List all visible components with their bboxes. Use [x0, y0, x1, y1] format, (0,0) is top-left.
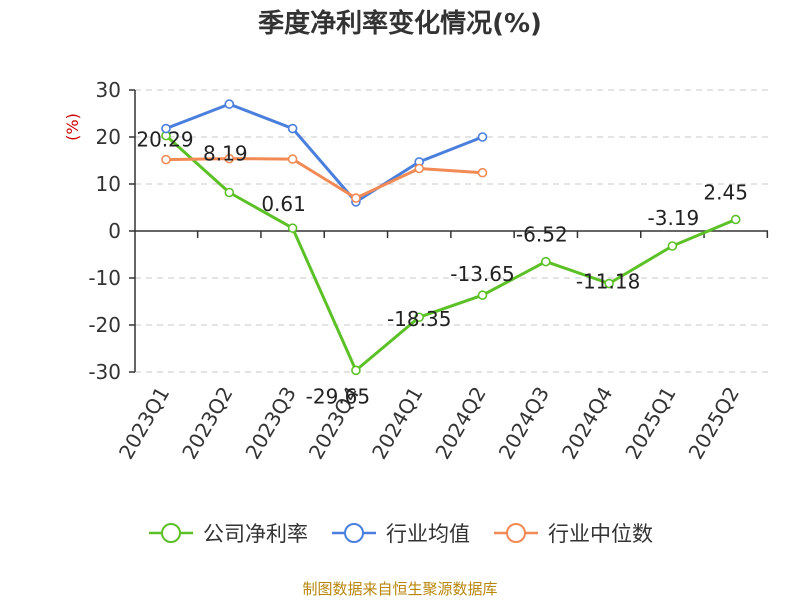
data-label: -11.18	[576, 270, 640, 294]
data-label: 8.19	[203, 142, 248, 166]
legend-item-industry-median[interactable]: 行业中位数	[492, 518, 653, 548]
chart-title: 季度净利率变化情况(%)	[258, 9, 542, 39]
legend-label-company: 公司净利率	[203, 522, 308, 546]
legend-item-company[interactable]: 公司净利率	[147, 518, 308, 548]
series-point	[224, 99, 235, 109]
series-point	[224, 187, 235, 198]
series-lines	[161, 99, 741, 376]
data-label: -29.65	[306, 384, 370, 408]
x-tick-label: 2025Q2	[684, 383, 744, 464]
data-label: -3.19	[648, 206, 700, 230]
data-label: 20.29	[136, 128, 193, 152]
y-axis-label: (%)	[63, 113, 82, 141]
x-tick-label: 2024Q1	[367, 383, 427, 464]
y-tick-label: 10	[96, 172, 121, 196]
series-point	[667, 241, 678, 251]
y-tick-label: -30	[88, 360, 121, 384]
source-note: 制图数据来自恒生聚源数据库	[302, 580, 498, 598]
series-point	[730, 214, 741, 225]
x-tick-label: 2024Q3	[494, 383, 554, 464]
x-tick-label: 2023Q2	[177, 383, 237, 464]
y-tick-label: -10	[88, 266, 121, 290]
series-point	[477, 290, 488, 300]
series-point	[351, 193, 361, 203]
series-point	[161, 154, 171, 165]
series-point	[414, 312, 425, 323]
x-tick-label: 2025Q1	[620, 383, 680, 464]
series-point	[287, 223, 298, 233]
data-label: -6.52	[516, 223, 568, 247]
y-tick-label: -20	[88, 313, 121, 337]
legend: 公司净利率 行业均值 行业中位数	[0, 518, 800, 548]
x-tick-label: 2023Q3	[240, 383, 300, 464]
series-point	[604, 278, 614, 289]
legend-symbol-company-icon	[149, 523, 193, 543]
x-tick-label: 2024Q2	[430, 383, 490, 464]
y-tick-label: 0	[108, 219, 121, 243]
data-label: 0.61	[261, 192, 306, 216]
series-line	[165, 157, 483, 200]
y-tick-label: 20	[96, 125, 121, 149]
series-point	[414, 163, 425, 174]
legend-symbol-industry-avg-icon	[332, 523, 376, 543]
series-line	[165, 102, 484, 204]
y-tick-label: 30	[96, 78, 121, 102]
series-point	[287, 123, 298, 134]
series-line	[164, 134, 737, 372]
series-point	[477, 167, 488, 178]
series-point	[351, 365, 361, 376]
x-tick-label: 2023Q1	[114, 383, 174, 464]
legend-item-industry-avg[interactable]: 行业均值	[330, 518, 470, 548]
series-point	[477, 132, 488, 142]
data-label: -18.35	[387, 307, 451, 331]
x-tick-label: 2024Q4	[557, 383, 617, 464]
data-label: 2.45	[703, 180, 748, 204]
legend-symbol-industry-median-icon	[494, 523, 538, 543]
series-point	[224, 153, 235, 164]
data-label: -13.65	[450, 262, 514, 286]
series-point	[287, 154, 298, 164]
legend-label-industry-median: 行业中位数	[548, 522, 653, 546]
data-labels: 20.29 8.19 0.61 -29.65 -18.35 -13.65-6.52 -11.…	[136, 128, 748, 409]
legend-label-industry-avg: 行业均值	[386, 522, 470, 546]
series-point	[540, 256, 551, 267]
series-point	[161, 123, 171, 134]
